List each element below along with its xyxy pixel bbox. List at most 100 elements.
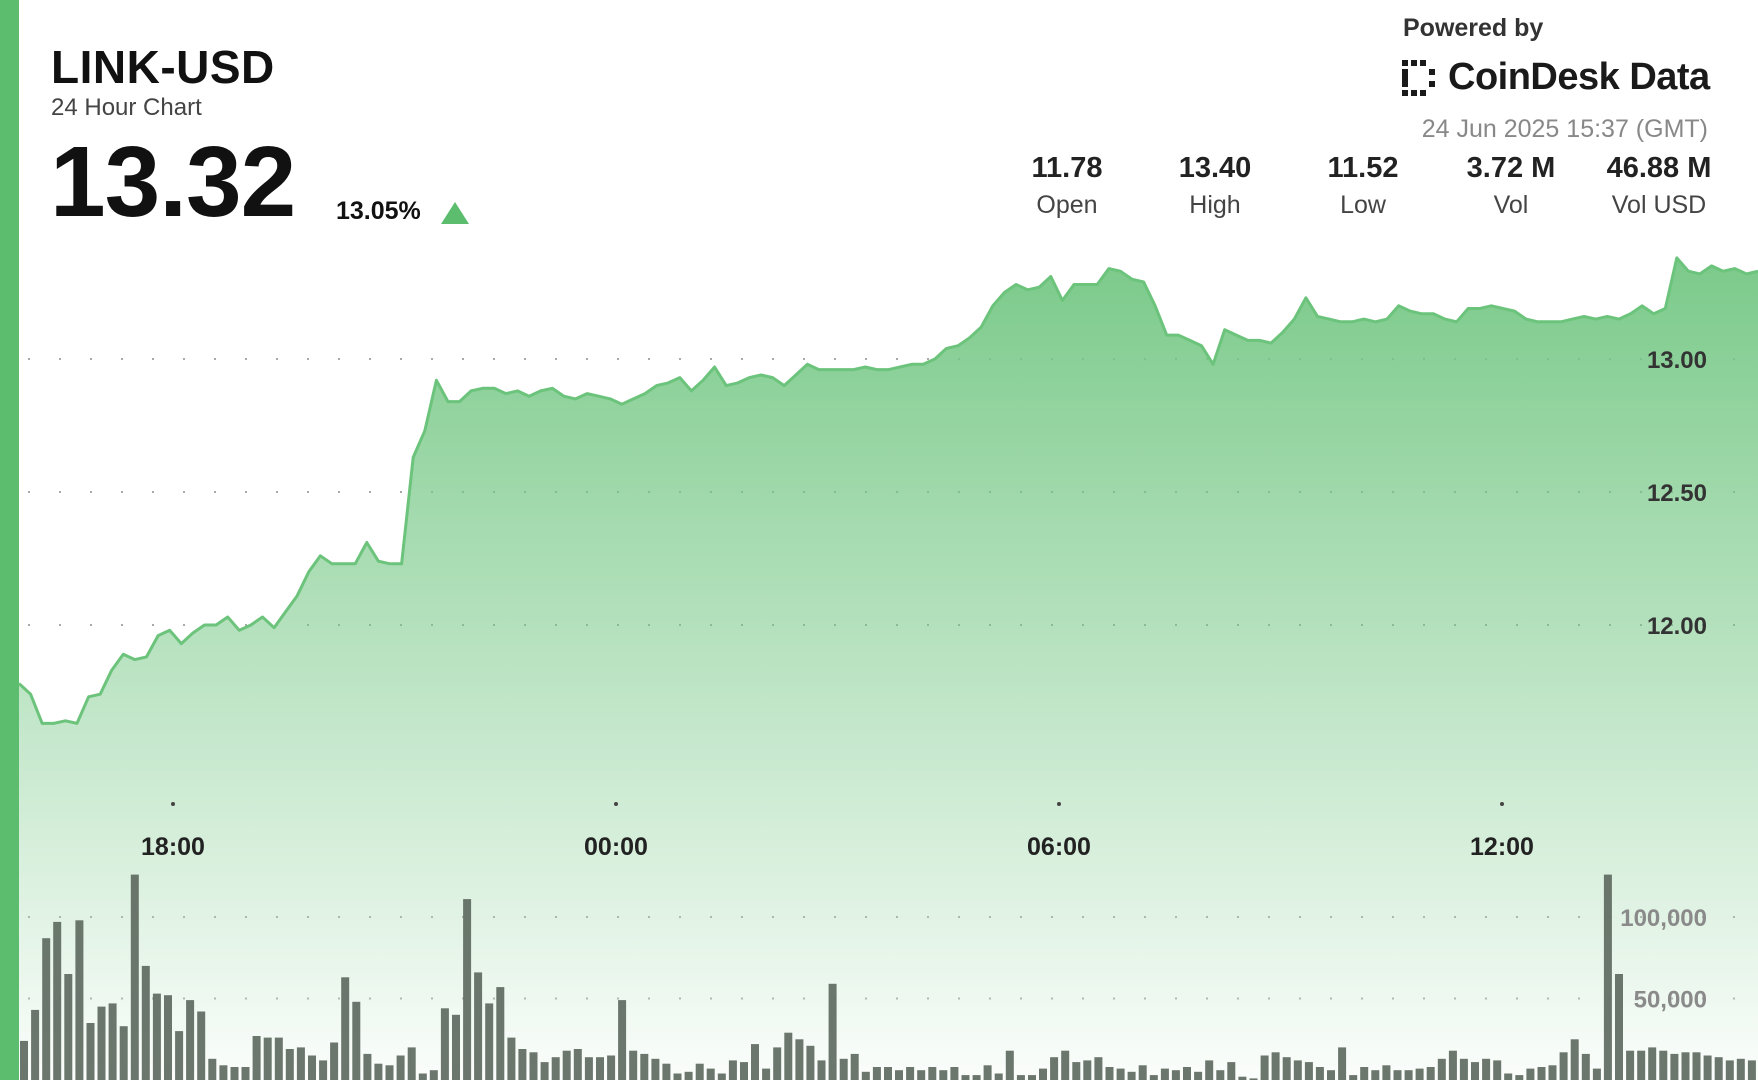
x-tick-label: 12:00 [1470, 833, 1534, 861]
volume-bar [884, 1067, 892, 1080]
volume-bar [684, 1071, 693, 1080]
volume-bar [1238, 1076, 1247, 1080]
volume-bar [839, 1058, 848, 1080]
volume-bar [629, 1050, 638, 1080]
y-tick-label: 12.00 [1647, 613, 1707, 640]
volume-bar [1072, 1062, 1081, 1080]
volume-bar [618, 1000, 627, 1080]
volume-bar [1515, 1075, 1524, 1080]
stat-label: Low [1340, 191, 1386, 219]
volume-bar [928, 1067, 937, 1080]
volume-bar [208, 1058, 217, 1080]
volume-bar [950, 1067, 959, 1080]
volume-bar [1570, 1039, 1579, 1080]
x-tick-dot [1500, 802, 1504, 806]
volume-bar [773, 1047, 782, 1080]
volume-bar [1304, 1062, 1313, 1080]
coindesk-logo-icon [1402, 59, 1435, 96]
volume-bar [728, 1060, 737, 1080]
volume-bar [640, 1053, 649, 1080]
volume-bar [263, 1037, 272, 1080]
x-tick-dot [171, 802, 175, 806]
volume-bar [1116, 1068, 1125, 1080]
volume-bar [507, 1037, 516, 1080]
volume-bar [1714, 1057, 1723, 1080]
volume-bar [1504, 1073, 1513, 1080]
volume-bar [939, 1070, 948, 1080]
volume-bar [1426, 1067, 1435, 1080]
volume-bar [1315, 1067, 1324, 1080]
volume-bar [1537, 1067, 1546, 1080]
volume-bar [795, 1039, 804, 1080]
x-tick-label: 18:00 [141, 833, 205, 861]
volume-bar [1681, 1052, 1690, 1080]
volume-bar [551, 1057, 560, 1080]
volume-bar [607, 1055, 616, 1080]
volume-bar [1393, 1070, 1402, 1080]
volume-bar [1382, 1065, 1391, 1080]
volume-bar [1005, 1050, 1014, 1080]
volume-bar [596, 1057, 604, 1080]
volume-bar [917, 1070, 926, 1080]
volume-bar [1548, 1065, 1557, 1080]
volume-bar [1592, 1068, 1601, 1080]
price-change: 13.05% [336, 197, 421, 225]
volume-bar [1703, 1055, 1712, 1080]
timestamp: 24 Jun 2025 15:37 (GMT) [1421, 115, 1708, 143]
volume-bar [1061, 1050, 1070, 1080]
stat-value: 46.88 M [1606, 152, 1712, 184]
volume-bar [872, 1067, 881, 1080]
volume-bar [784, 1032, 793, 1080]
y-tick-label: 12.50 [1647, 480, 1707, 507]
volume-bar [651, 1058, 660, 1080]
volume-bar [1271, 1052, 1280, 1080]
stat-label: Vol [1493, 191, 1529, 219]
volume-bar [1670, 1053, 1679, 1080]
volume-bar [452, 1014, 460, 1080]
stat-label: Open [1036, 191, 1098, 219]
volume-bar [1016, 1075, 1025, 1080]
volume-axis-labels: 100,000 50,000 [1620, 905, 1707, 1014]
stat-value: 11.52 [1327, 152, 1399, 184]
volume-bar [1526, 1068, 1535, 1080]
volume-bar [695, 1063, 704, 1080]
volume-bar [1149, 1075, 1158, 1080]
volume-bar [496, 987, 505, 1080]
volume-tick-label: 50,000 [1634, 987, 1707, 1014]
accent-bar [0, 0, 19, 1080]
volume-bar [252, 1036, 261, 1080]
volume-bar [97, 1006, 106, 1080]
volume-bar [396, 1055, 405, 1080]
stat-value: 3.72 M [1466, 152, 1556, 184]
volume-bar [1171, 1070, 1180, 1080]
volume-bar [1094, 1057, 1103, 1080]
volume-bar [319, 1060, 328, 1080]
volume-bar [1448, 1050, 1457, 1080]
volume-bar [119, 1026, 128, 1080]
volume-bar [141, 965, 150, 1080]
volume-bar [1105, 1067, 1114, 1080]
volume-bar [1127, 1071, 1136, 1080]
volume-bar [1360, 1067, 1369, 1080]
volume-bar [1216, 1070, 1225, 1080]
volume-bar [983, 1065, 992, 1080]
volume-bar [285, 1049, 294, 1080]
volume-bar [418, 1073, 427, 1080]
volume-bar [828, 983, 837, 1080]
volume-bar [1603, 874, 1612, 1080]
volume-bar [740, 1062, 748, 1080]
volume-bar [1615, 974, 1623, 1080]
stat-value: 13.40 [1178, 152, 1252, 184]
stat-vol: 3.72 M Vol [1441, 152, 1581, 220]
volume-bar [374, 1063, 383, 1080]
volume-bar [1415, 1068, 1424, 1080]
volume-bar [573, 1049, 582, 1080]
volume-bar [341, 977, 350, 1080]
volume-bar [1648, 1047, 1657, 1080]
volume-bar [1249, 1078, 1258, 1080]
volume-bar [1471, 1062, 1479, 1080]
stat-low: 11.52 Low [1293, 152, 1433, 220]
volume-bar [53, 921, 62, 1080]
volume-bar [1559, 1052, 1568, 1080]
